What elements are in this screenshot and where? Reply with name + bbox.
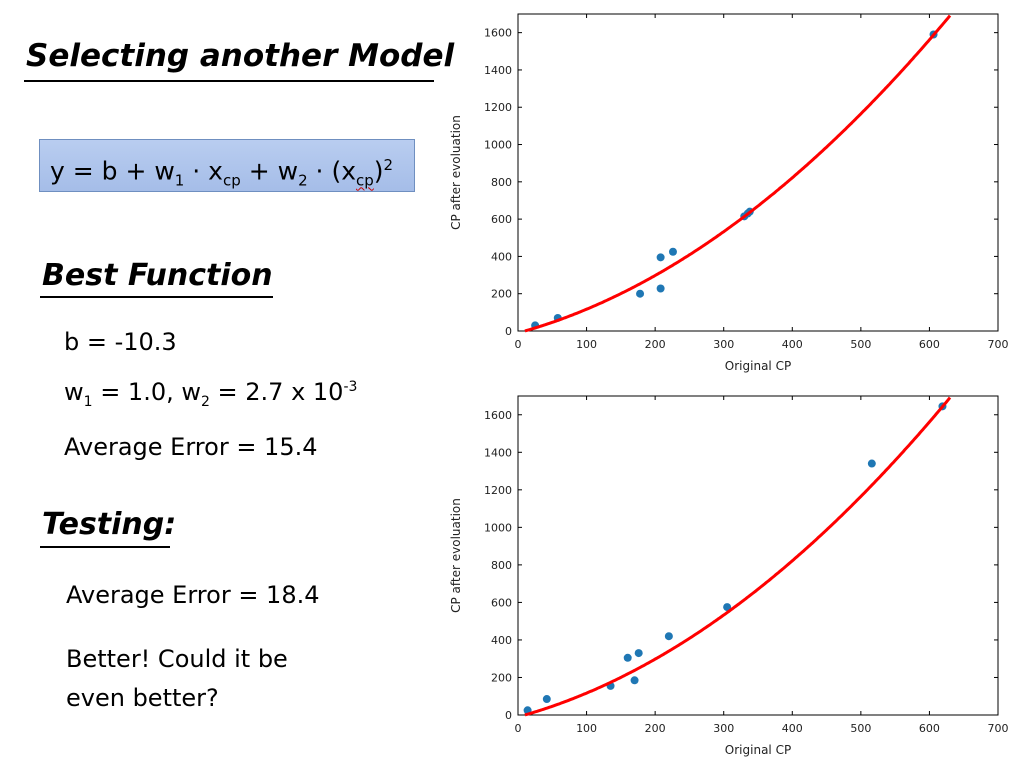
data-point	[656, 253, 665, 262]
x-tick-label: 600	[919, 722, 940, 735]
chart-testing: 0 100 200 300 400 500 600 700 0 200 400 600 800 1000 1…	[449, 395, 1009, 757]
y-tick-label: 800	[491, 176, 512, 189]
b-value: b = -10.3	[64, 328, 177, 356]
slide-title: Selecting another Model	[26, 38, 455, 74]
x-tick-label: 300	[713, 722, 734, 735]
testing-heading: Testing:	[42, 507, 177, 542]
x-tick-label: 100	[576, 722, 597, 735]
chart-training: 0 100 200 300 400 500 600 700 0 200 400 600 800 1000 1…	[449, 13, 1009, 373]
x-tick-label: 400	[782, 338, 803, 351]
y-tick-label: 1000	[484, 521, 512, 534]
y-tick-label: 1000	[484, 139, 512, 152]
x-tick-label: 0	[515, 338, 522, 351]
x-axis-label: Original CP	[725, 359, 791, 373]
y-tick-label: 800	[491, 559, 512, 572]
y-tick-label: 1600	[484, 409, 512, 422]
y-tick-label: 600	[491, 213, 512, 226]
plot-frame	[517, 395, 999, 716]
y-tick-label: 1600	[484, 27, 512, 40]
x-tick-label: 600	[919, 338, 940, 351]
y-tick-label: 1200	[484, 101, 512, 114]
x-tick-label: 200	[645, 338, 666, 351]
data-point	[723, 603, 732, 612]
x-tick-label: 700	[988, 722, 1009, 735]
x-axis-label: Original CP	[725, 743, 791, 757]
y-tick-label: 400	[491, 250, 512, 263]
y-tick-label: 1200	[484, 484, 512, 497]
data-point	[623, 653, 632, 662]
y-tick-label: 200	[491, 671, 512, 684]
x-tick-label: 200	[645, 722, 666, 735]
y-tick-label: 0	[505, 325, 512, 338]
x-tick-label: 100	[576, 338, 597, 351]
best-function-heading: Best Function	[42, 258, 273, 293]
regression-curve	[524, 396, 952, 717]
title-underline	[24, 80, 434, 82]
regression-curve	[524, 14, 952, 333]
testing-average-error: Average Error = 18.4	[66, 581, 320, 609]
x-tick-label: 500	[850, 722, 871, 735]
x-tick-label: 500	[850, 338, 871, 351]
y-tick-label: 400	[491, 634, 512, 647]
data-point	[668, 247, 677, 256]
comment-line-1: Better! Could it be	[66, 645, 288, 673]
best-function-underline	[40, 296, 273, 298]
model-formula: y = b + w1 · xcp + w2 · (xcp)2	[39, 139, 415, 192]
y-tick-label: 1400	[484, 446, 512, 459]
y-tick-label: 200	[491, 288, 512, 301]
data-point	[542, 695, 551, 704]
data-point	[634, 649, 643, 658]
y-axis-label: CP after evoluation	[449, 115, 463, 230]
y-axis-label: CP after evoluation	[449, 498, 463, 613]
x-tick-label: 400	[782, 722, 803, 735]
y-tick-label: 600	[491, 596, 512, 609]
testing-underline	[40, 546, 170, 548]
x-tick-label: 300	[713, 338, 734, 351]
x-tick-label: 700	[988, 338, 1009, 351]
data-point	[630, 676, 639, 685]
x-tick-label: 0	[515, 722, 522, 735]
data-point	[636, 289, 645, 298]
w-values: w1 = 1.0, w2 = 2.7 x 10-3	[64, 378, 358, 410]
y-tick-label: 0	[505, 709, 512, 722]
y-tick-label: 1400	[484, 64, 512, 77]
plot-frame	[517, 13, 999, 332]
training-average-error: Average Error = 15.4	[64, 433, 318, 461]
data-point	[867, 459, 876, 468]
data-point	[656, 284, 665, 293]
data-point	[664, 632, 673, 641]
comment-line-2: even better?	[66, 684, 219, 712]
